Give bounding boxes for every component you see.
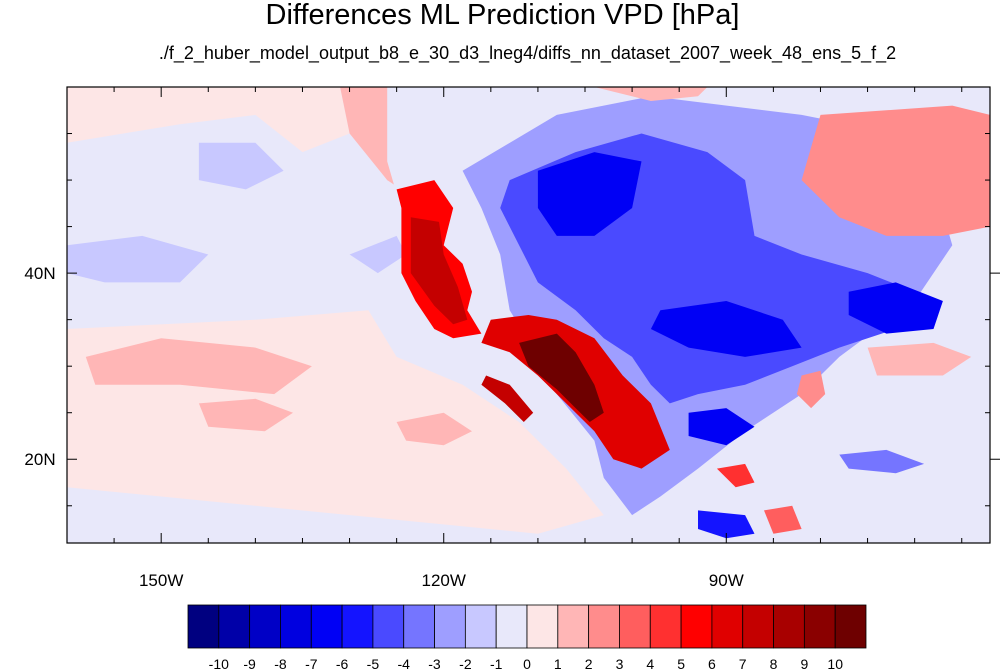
colorbar-swatch: [773, 604, 805, 649]
colorbar-label: 10: [827, 656, 843, 672]
y-tick-label: 20N: [24, 450, 55, 469]
colorbar-label: -3: [428, 656, 441, 672]
region-ocean-blue-1: [67, 235, 209, 283]
colorbar-label: -7: [305, 656, 318, 672]
colorbar-swatch: [218, 604, 251, 649]
region-blue-deep-2: [650, 301, 802, 357]
region-baja-red: [481, 375, 534, 422]
colorbar-swatch: [495, 604, 528, 649]
colorbar-swatch: [434, 604, 466, 649]
x-tick-label: 90W: [709, 571, 744, 590]
colorbar-label: 0: [523, 656, 531, 672]
region-ocean-blue-3: [349, 235, 407, 274]
colorbar-label: -5: [367, 656, 380, 672]
colorbar-swatch: [310, 604, 343, 649]
region-blue-deep-4: [688, 408, 755, 446]
region-central-am-blue: [698, 510, 755, 539]
colorbar-label: -8: [274, 656, 287, 672]
colorbar-label: 6: [708, 656, 716, 672]
region-ocean-blob-1: [85, 338, 312, 395]
colorbar-label: -4: [397, 656, 410, 672]
colorbar-label: 9: [801, 656, 809, 672]
colorbar-swatch: [742, 604, 774, 649]
colorbar-swatch: [526, 604, 559, 649]
region-ne-pink: [801, 105, 990, 236]
colorbar-label: -6: [336, 656, 349, 672]
region-ocean-blob-3: [396, 412, 472, 446]
region-carib-blue: [839, 449, 925, 474]
region-se-pink-1: [867, 342, 972, 376]
colorbar-label: 3: [616, 656, 624, 672]
region-blue-deep-3: [848, 282, 943, 334]
colorbar-swatch: [619, 604, 651, 649]
chart-title: Differences ML Prediction VPD [hPa]: [265, 0, 740, 31]
region-central-am-red: [764, 505, 802, 534]
region-ocean-blue-2: [198, 142, 284, 190]
colorbar-swatch: [557, 604, 590, 649]
colorbar-label: -9: [243, 656, 256, 672]
colorbar-swatch: [403, 604, 435, 649]
colorbar-swatch: [187, 604, 220, 649]
colorbar-swatch: [834, 604, 867, 649]
region-blue-deep-1: [537, 152, 642, 236]
map-frame: [66, 86, 991, 544]
region-west-red-deep: [410, 217, 468, 325]
region-ocean-blob-2: [198, 398, 293, 432]
colorbar-swatch: [280, 604, 312, 649]
colorbar-label: 4: [646, 656, 654, 672]
colorbar-swatch: [680, 604, 713, 649]
colorbar-swatch: [464, 604, 497, 649]
colorbar-swatch: [711, 604, 744, 649]
x-tick-label: 150W: [139, 571, 183, 590]
colorbar-swatch: [341, 604, 374, 649]
region-se-pink-2: [796, 370, 826, 409]
chart-subtitle: ./f_2_huber_model_output_b8_e_30_d3_lneg…: [158, 43, 897, 63]
y-tick-label: 40N: [24, 264, 55, 283]
colorbar-swatch: [588, 604, 620, 649]
colorbar-swatch: [249, 604, 281, 649]
colorbar-label: 1: [554, 656, 562, 672]
colorbar-label: -2: [459, 656, 472, 672]
colorbar-swatch: [803, 604, 836, 649]
colorbar: -10 -9 -8 -7 -6 -5 -4 -3 -2 -1 0 1 2 3 4 5 6 7 8 9 10: [187, 604, 867, 672]
axis-ticks: 150W 120W 90W 40N 20N: [24, 87, 1000, 590]
colorbar-label: 7: [739, 656, 747, 672]
region-ocean-pink-north: [67, 87, 350, 153]
colorbar-label: 2: [585, 656, 593, 672]
map-field: [67, 87, 990, 543]
colorbar-label: -1: [490, 656, 503, 672]
colorbar-swatch: [372, 604, 405, 649]
colorbar-swatch: [649, 604, 682, 649]
x-tick-label: 120W: [422, 571, 466, 590]
region-yucatan-red: [716, 463, 755, 488]
region-sw-maroon: [519, 333, 604, 422]
colorbar-label: 8: [770, 656, 778, 672]
colorbar-label: -10: [209, 656, 229, 672]
colorbar-label: 5: [677, 656, 685, 672]
